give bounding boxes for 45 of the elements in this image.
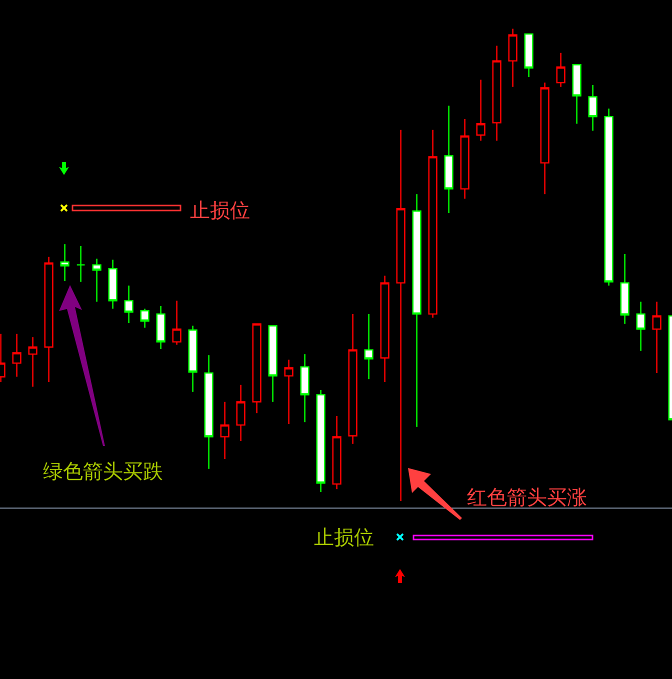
candlestick	[412, 193, 422, 428]
candlestick	[508, 28, 518, 88]
candlestick	[108, 259, 118, 310]
candlestick	[60, 243, 70, 282]
candlestick	[188, 325, 198, 393]
candlestick	[604, 108, 614, 286]
candlestick	[284, 359, 294, 425]
candlestick	[588, 84, 598, 132]
annotation: 红色箭头买涨	[467, 485, 587, 509]
candlestick	[636, 301, 646, 352]
annotation: 止损位	[190, 198, 250, 222]
candlestick	[428, 129, 438, 318]
candlestick	[572, 64, 582, 124]
candlestick	[172, 300, 182, 346]
candlestick	[316, 389, 326, 493]
candlestick	[156, 305, 166, 350]
candlestick	[12, 333, 22, 378]
candlestick	[252, 323, 262, 414]
candlestick	[540, 82, 550, 195]
candlestick	[460, 118, 470, 200]
candlestick	[236, 384, 246, 442]
candlestick	[332, 415, 342, 490]
candlestick	[652, 301, 662, 374]
candlestick	[524, 33, 534, 78]
candlestick	[220, 401, 230, 460]
candlestick	[556, 52, 566, 88]
candlestick	[268, 325, 278, 402]
candlestick	[28, 336, 38, 388]
candlestick	[380, 275, 390, 383]
candlestick	[76, 245, 86, 283]
candlestick	[444, 105, 454, 214]
candlestick	[476, 79, 486, 142]
annotation: 绿色箭头买跌	[43, 459, 163, 483]
candlestick	[396, 129, 406, 502]
candlestick	[92, 258, 102, 302]
candlestick	[140, 308, 150, 328]
candlestick	[300, 353, 310, 423]
candlestick	[204, 354, 214, 470]
candlestick	[124, 285, 134, 324]
candlestick	[364, 313, 374, 380]
candlestick	[348, 313, 358, 444]
candlestick	[492, 45, 502, 142]
text: 止损位	[314, 525, 374, 549]
candlestick	[44, 256, 54, 383]
candlestick	[620, 253, 630, 325]
